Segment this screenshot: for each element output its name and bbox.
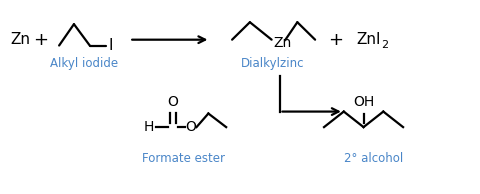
Text: Alkyl iodide: Alkyl iodide (50, 56, 118, 69)
Text: Formate ester: Formate ester (142, 152, 225, 165)
Text: 2: 2 (381, 40, 388, 49)
Text: Zn: Zn (274, 36, 292, 50)
Text: +: + (33, 31, 48, 49)
Text: H: H (144, 120, 154, 134)
Text: Dialkylzinc: Dialkylzinc (241, 56, 304, 69)
Text: 2° alcohol: 2° alcohol (344, 152, 403, 165)
Text: O: O (185, 120, 196, 134)
Text: ZnI: ZnI (357, 32, 381, 47)
Text: OH: OH (353, 95, 374, 109)
Text: O: O (168, 95, 178, 109)
Text: I: I (108, 38, 113, 53)
Text: Zn: Zn (11, 32, 31, 47)
Text: +: + (328, 31, 343, 49)
